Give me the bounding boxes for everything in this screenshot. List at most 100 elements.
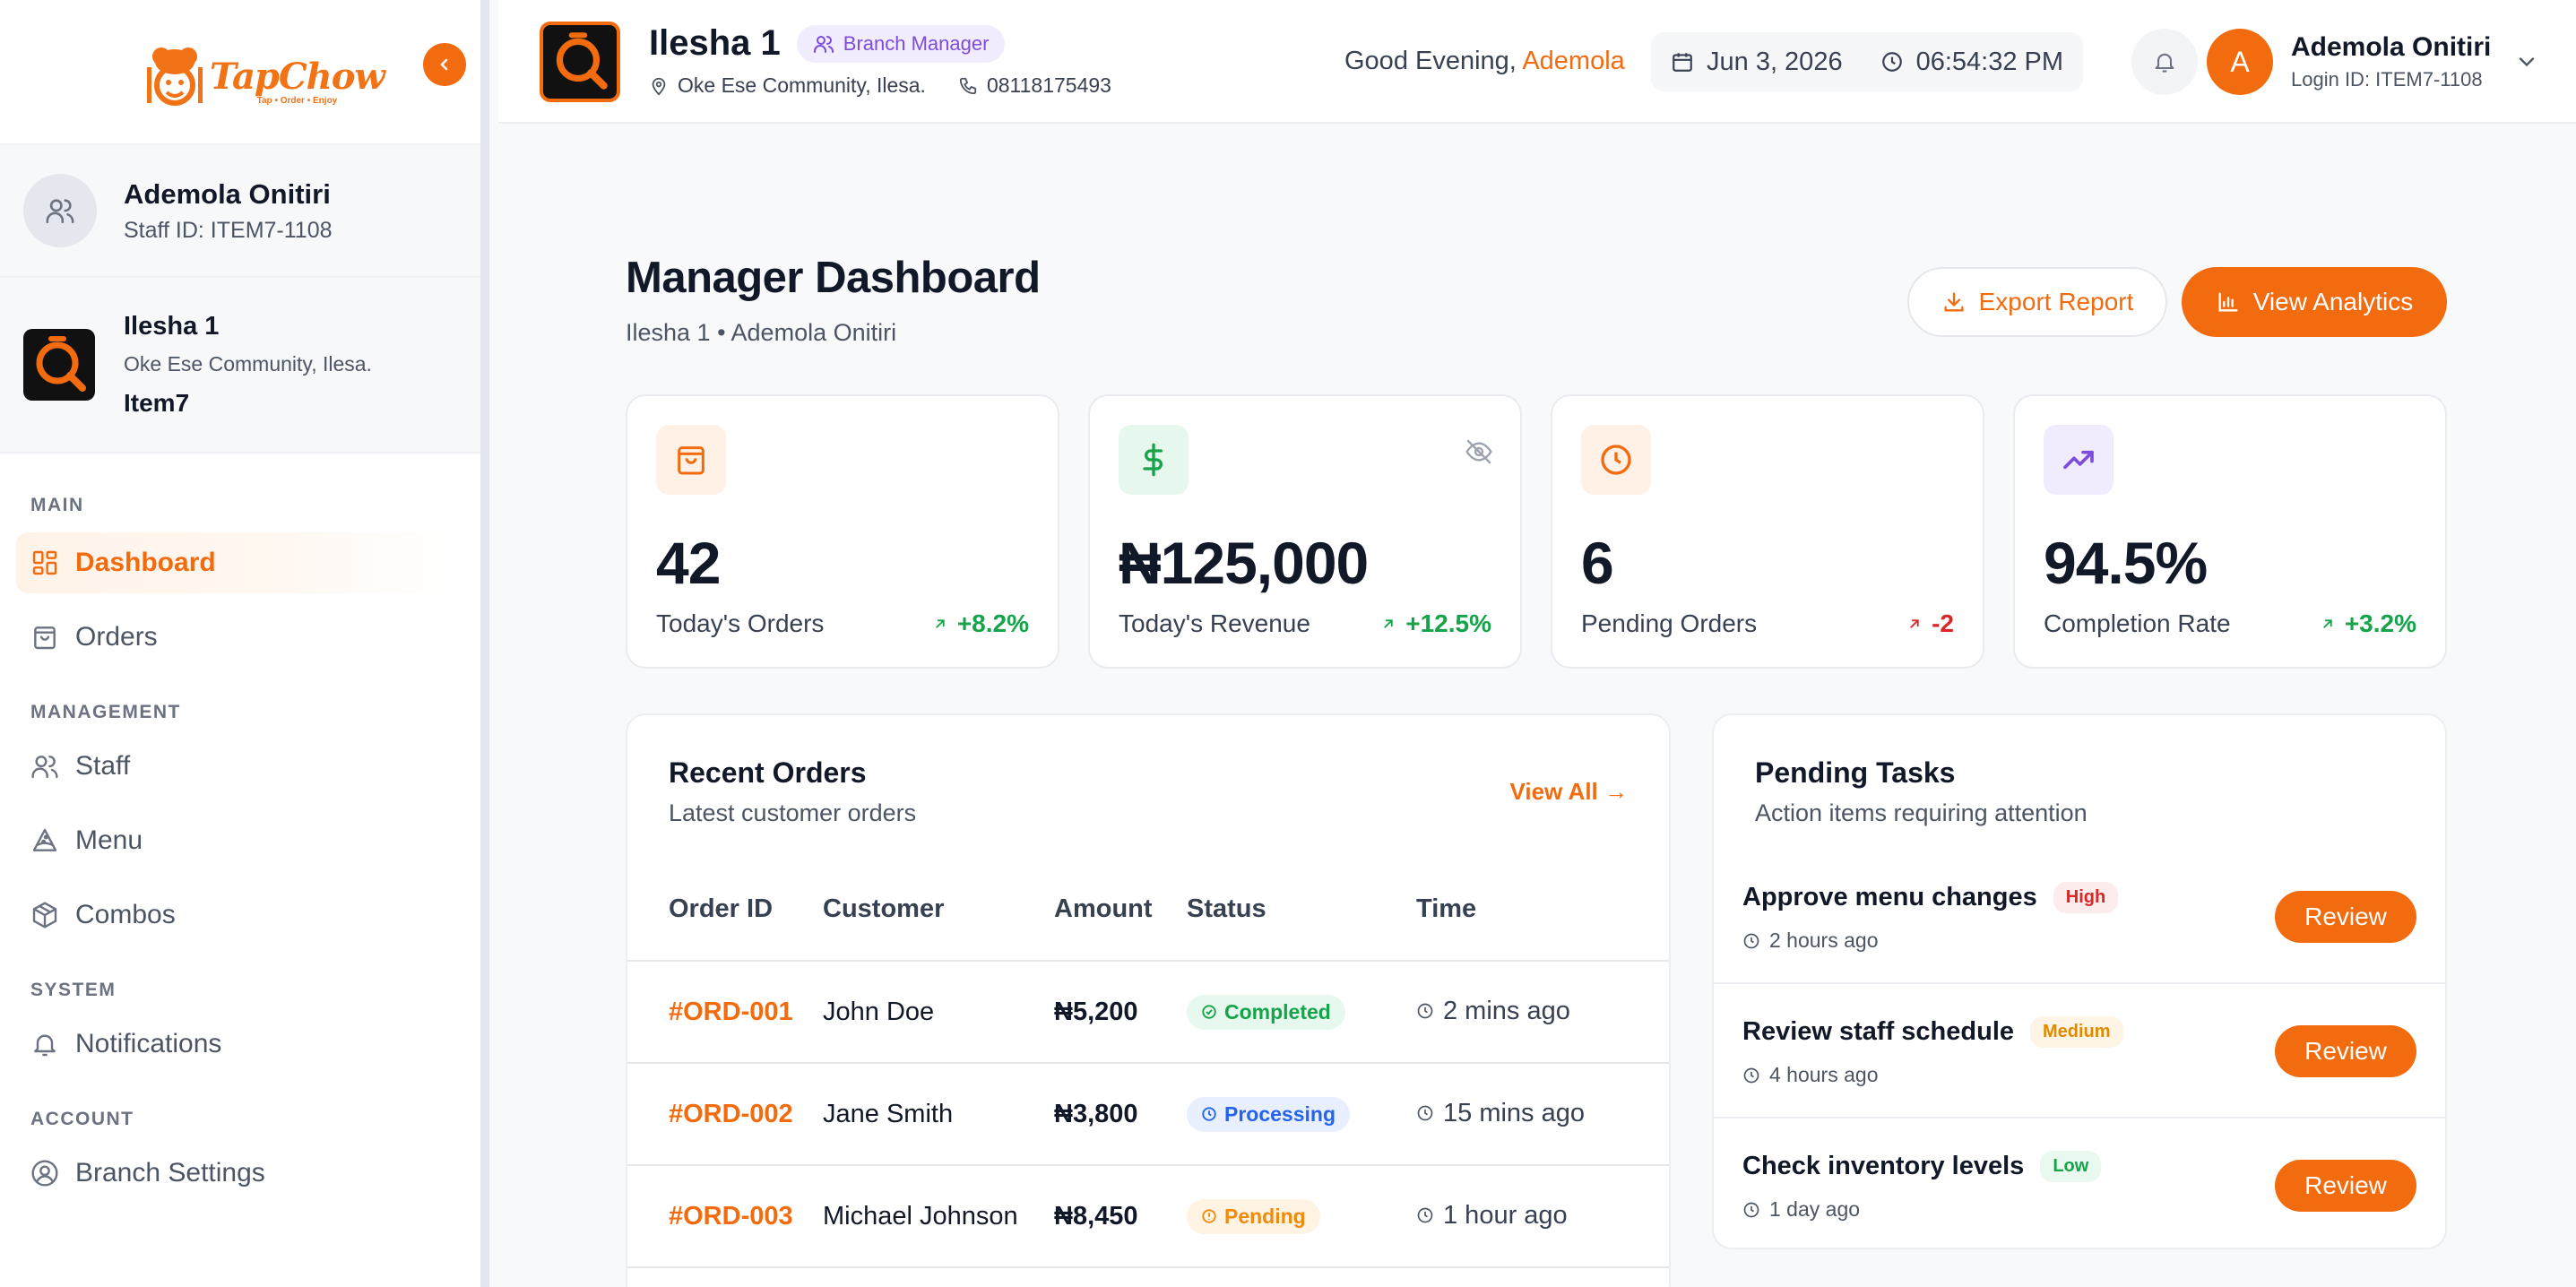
sidebar-user-card: Ademola Onitiri Staff ID: ITEM7-1108	[0, 145, 480, 278]
order-time-label: 15 mins ago	[1443, 1098, 1585, 1127]
check-circle-icon	[1202, 1005, 1216, 1019]
order-customer: John Doe	[823, 961, 1054, 1064]
current-date: Jun 3, 2026	[1707, 47, 1843, 76]
sidebar-item-combos[interactable]: Combos	[16, 885, 464, 946]
clock-icon	[1417, 1207, 1433, 1223]
task-time-label: 4 hours ago	[1769, 1063, 1879, 1086]
current-time: 06:54:32 PM	[1915, 47, 2064, 76]
dollar-icon	[1143, 443, 1163, 477]
tapchow-logo[interactable]: TapChow Tap • Order • Enjoy	[143, 36, 385, 125]
bell-icon	[34, 1034, 56, 1057]
calendar-icon	[1673, 53, 1692, 72]
order-amount: ₦3,800	[1054, 1063, 1187, 1166]
sidebar-item-orders[interactable]: Orders	[16, 607, 464, 668]
stat-card-completion: 94.5% Completion Rate +3.2%	[2013, 394, 2447, 669]
view-all-orders-link[interactable]: View All →	[1509, 778, 1629, 805]
stat-value: ₦125,000	[1119, 530, 1369, 596]
package-icon	[32, 902, 57, 929]
eye-off-icon[interactable]	[1465, 437, 1493, 466]
arrow-up-right-icon	[936, 619, 945, 628]
order-id-link[interactable]: #ORD-003	[669, 1201, 793, 1231]
branch-address: Oke Ese Community, Ilesa.	[678, 73, 926, 97]
task-time-label: 1 day ago	[1769, 1197, 1861, 1221]
arrow-up-right-icon	[1910, 619, 1919, 628]
sidebar: TapChow Tap • Order • Enjoy Ademola Onit…	[0, 0, 489, 1287]
profile-name: Ademola Onitiri	[2291, 32, 2492, 62]
logo-tagline: Tap • Order • Enjoy	[256, 96, 338, 106]
map-pin-icon	[652, 77, 666, 95]
stat-card-pending: 6 Pending Orders -2	[1551, 394, 1984, 669]
page-title: Manager Dashboard	[626, 254, 1041, 302]
clock-icon	[1743, 1202, 1759, 1217]
stat-value: 42	[656, 530, 721, 596]
review-button[interactable]: Review	[2275, 1025, 2416, 1077]
task-title: Check inventory levels	[1742, 1152, 2025, 1180]
stat-icon-orders	[656, 425, 726, 495]
clock-icon	[1743, 1067, 1759, 1083]
sidebar-branch-code: Item7	[124, 389, 190, 417]
sidebar-branch-address: Oke Ese Community, Ilesa.	[124, 352, 372, 376]
export-report-button[interactable]: Export Report	[1907, 267, 2167, 337]
recent-orders-panel: Recent Orders Latest customer orders Vie…	[626, 713, 1671, 1287]
order-id-link[interactable]: #ORD-002	[669, 1099, 793, 1128]
order-amount: ₦5,200	[1054, 961, 1187, 1064]
recent-orders-title: Recent Orders	[669, 756, 867, 789]
stat-change-value: -2	[1932, 609, 1954, 637]
nav-section-main: MAIN	[30, 495, 84, 515]
review-button[interactable]: Review	[2275, 1160, 2416, 1212]
stat-change: -2	[1906, 609, 1954, 638]
stat-change-value: +3.2%	[2344, 609, 2416, 637]
nav-section-management: MANAGEMENT	[30, 702, 181, 722]
table-row[interactable]: #ORD-001 John Doe ₦5,200 Completed 2 min…	[627, 961, 1669, 1064]
list-item: Check inventory levels Low 1 day ago Rev…	[1714, 1119, 2445, 1248]
table-header-row: Order ID Customer Amount Status Time	[627, 859, 1669, 962]
sidebar-item-label: Dashboard	[75, 548, 216, 577]
arrow-up-right-icon	[2323, 619, 2332, 628]
trending-up-icon	[2063, 450, 2094, 470]
pizza-slice-icon	[32, 828, 57, 851]
chevron-left-icon	[440, 58, 448, 71]
nav-section-account: ACCOUNT	[30, 1109, 134, 1129]
status-badge: Pending	[1187, 1198, 1320, 1234]
clock-icon	[1417, 1105, 1433, 1121]
branch-logo-icon	[23, 329, 95, 401]
stat-label: Today's Revenue	[1119, 609, 1310, 637]
table-row[interactable]: #ORD-002 Jane Smith ₦3,800 Processing 15…	[627, 1063, 1669, 1166]
order-customer: Jane Smith	[823, 1063, 1054, 1166]
review-button[interactable]: Review	[2275, 891, 2416, 943]
order-id-link[interactable]: #ORD-001	[669, 997, 793, 1026]
stat-change: +12.5%	[1380, 609, 1491, 638]
sidebar-branch-name: Ilesha 1	[124, 312, 220, 341]
greeting-prefix: Good Evening,	[1344, 47, 1517, 75]
sidebar-item-notifications[interactable]: Notifications	[16, 1014, 464, 1075]
phone-icon	[959, 77, 977, 94]
table-row[interactable]: #ORD-003 Michael Johnson ₦8,450 Pending …	[627, 1165, 1669, 1268]
user-avatar	[23, 174, 97, 247]
column-header-time: Time	[1416, 859, 1669, 962]
branch-phone: 08118175493	[986, 73, 1111, 97]
order-time: 15 mins ago	[1416, 1099, 1585, 1128]
pending-tasks-panel: Pending Tasks Action items requiring att…	[1712, 713, 2447, 1249]
top-bar: Ilesha 1 Branch Manager Oke Ese Communit…	[498, 0, 2576, 124]
sidebar-item-menu[interactable]: Menu	[16, 810, 464, 871]
profile-menu[interactable]: A Ademola Onitiri Login ID: ITEM7-1108	[2207, 29, 2539, 95]
view-analytics-button[interactable]: View Analytics	[2182, 267, 2447, 337]
collapse-sidebar-button[interactable]	[423, 43, 466, 86]
greeting-name: Ademola	[1522, 47, 1625, 75]
pending-tasks-title: Pending Tasks	[1755, 756, 1956, 789]
sidebar-item-label: Orders	[75, 622, 158, 652]
sidebar-item-staff[interactable]: Staff	[16, 736, 464, 797]
recent-orders-subtitle: Latest customer orders	[669, 799, 917, 826]
stat-label: Today's Orders	[656, 609, 825, 637]
greeting: Good Evening, Ademola	[1344, 47, 1625, 76]
sidebar-item-label: Notifications	[75, 1029, 222, 1058]
role-label: Branch Manager	[843, 31, 990, 55]
order-time-label: 1 hour ago	[1443, 1200, 1568, 1230]
sidebar-item-branch-settings[interactable]: Branch Settings	[16, 1143, 464, 1204]
avatar: A	[2207, 29, 2273, 95]
clock-icon	[1417, 1003, 1433, 1019]
sidebar-item-dashboard[interactable]: Dashboard	[16, 532, 464, 593]
alert-circle-icon	[1202, 1209, 1216, 1223]
notifications-button[interactable]	[2131, 29, 2198, 95]
order-time-label: 2 mins ago	[1443, 996, 1570, 1025]
